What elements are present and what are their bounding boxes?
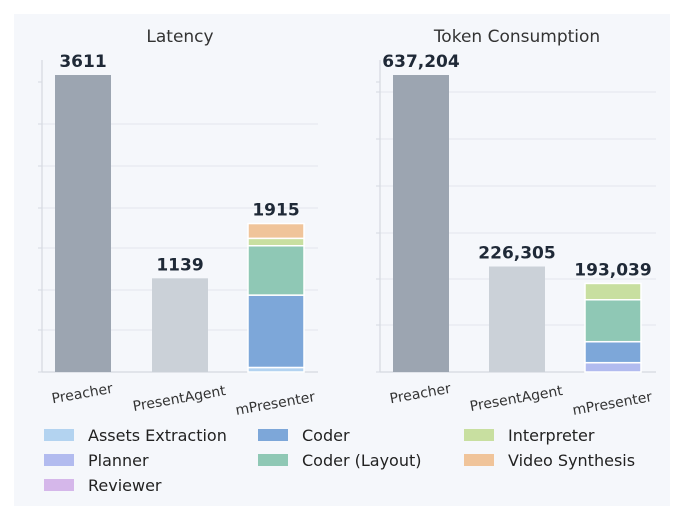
legend-label: Interpreter xyxy=(508,425,595,445)
legend-swatch xyxy=(258,454,288,466)
x-tick-label: PresentAgent xyxy=(132,383,228,415)
bar-presentagent xyxy=(489,266,545,372)
legend-label: Reviewer xyxy=(88,475,162,495)
legend-item-assets-extraction: Assets Extraction xyxy=(44,424,227,446)
legend-swatch xyxy=(464,429,494,441)
stack-segment-coder-layout- xyxy=(247,244,305,296)
stack-segment-coder-layout- xyxy=(584,299,642,343)
stack-segment-coder xyxy=(247,294,305,369)
chart-panel-2: Token Consumption 637,204 226,305 193,039 Pr… xyxy=(376,27,656,419)
legend-item-reviewer: Reviewer xyxy=(44,474,162,496)
chart-title: Latency xyxy=(146,27,213,47)
legend-label: Assets Extraction xyxy=(88,425,227,445)
chart-panel-1: Latency 3611 1139 1915 Preacher PresentAgent m… xyxy=(38,27,318,419)
stack-segment-coder xyxy=(584,340,642,364)
total-label: 637,204 xyxy=(382,52,460,72)
legend-label: Coder (Layout) xyxy=(302,450,422,470)
total-label: 226,305 xyxy=(478,244,555,264)
legend-swatch xyxy=(44,479,74,491)
legend-swatch xyxy=(44,454,74,466)
stack-segment-video-synthesis xyxy=(247,222,305,240)
bar-preacher xyxy=(393,75,449,372)
stack-segment-interpreter xyxy=(247,237,305,247)
legend-label: Video Synthesis xyxy=(508,450,636,470)
stack-segment-interpreter xyxy=(584,282,642,301)
legend-item-coder: Coder xyxy=(258,424,350,446)
x-tick-label: PresentAgent xyxy=(469,383,565,415)
x-tick-label: Preacher xyxy=(388,381,452,408)
legend-swatch xyxy=(44,429,74,441)
bar-preacher xyxy=(55,75,111,372)
legend-item-coder-layout: Coder (Layout) xyxy=(258,449,422,471)
legend-item-planner: Planner xyxy=(44,449,149,471)
total-label: 3611 xyxy=(59,52,106,72)
stack-segment-planner xyxy=(584,361,642,373)
x-tick-label: Preacher xyxy=(50,381,114,408)
total-label: 1139 xyxy=(156,255,203,275)
legend-label: Planner xyxy=(88,450,149,470)
legend: Assets Extraction Planner Reviewer Coder… xyxy=(44,424,664,504)
x-tick-label: mPresenter xyxy=(571,389,653,419)
legend-item-video-synthesis: Video Synthesis xyxy=(464,449,635,471)
total-label: 1915 xyxy=(252,201,299,221)
legend-label: Coder xyxy=(302,425,350,445)
x-tick-label: mPresenter xyxy=(234,389,316,419)
legend-swatch xyxy=(464,454,494,466)
bar-presentagent xyxy=(152,278,208,372)
legend-item-interpreter: Interpreter xyxy=(464,424,594,446)
chart-title: Token Consumption xyxy=(433,27,600,47)
legend-swatch xyxy=(258,429,288,441)
total-label: 193,039 xyxy=(574,260,651,280)
figure-background xyxy=(14,14,670,506)
